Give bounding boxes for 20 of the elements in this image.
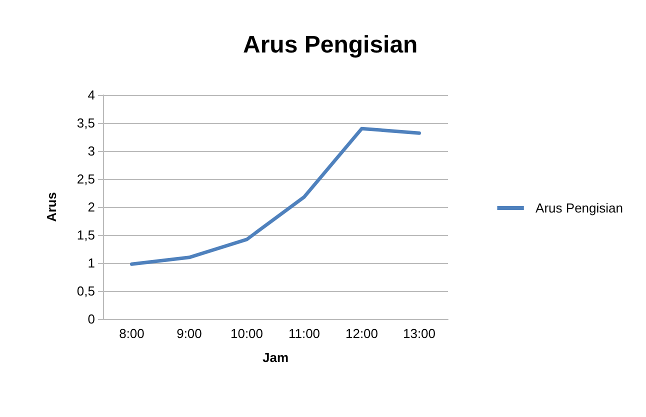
y-tick-label: 2 [88,200,95,214]
x-tick-label: 12:00 [345,326,378,341]
y-tick-label: 0,5 [76,284,95,298]
legend-label: Arus Pengisian [536,200,624,216]
x-axis-title: Jam [262,350,289,365]
y-tick-label: 1,5 [76,228,95,242]
x-tick-label: 11:00 [288,326,320,341]
x-tick-label: 10:00 [230,326,264,341]
y-tick-label: 0 [88,312,95,326]
y-tick-label: 1 [88,256,95,270]
chart-title: Arus Pengisian [243,32,418,58]
y-tick-label: 4 [88,88,95,102]
line-series [130,126,421,266]
y-tick-label: 2,5 [76,172,95,186]
y-tick-label: 3 [88,144,95,158]
x-tick-label: 13:00 [402,326,436,341]
y-tick-label: 3,5 [76,116,95,130]
x-tick-label: 8:00 [119,326,144,341]
x-tick-label: 9:00 [176,326,202,341]
y-axis-title: Arus [44,192,59,222]
